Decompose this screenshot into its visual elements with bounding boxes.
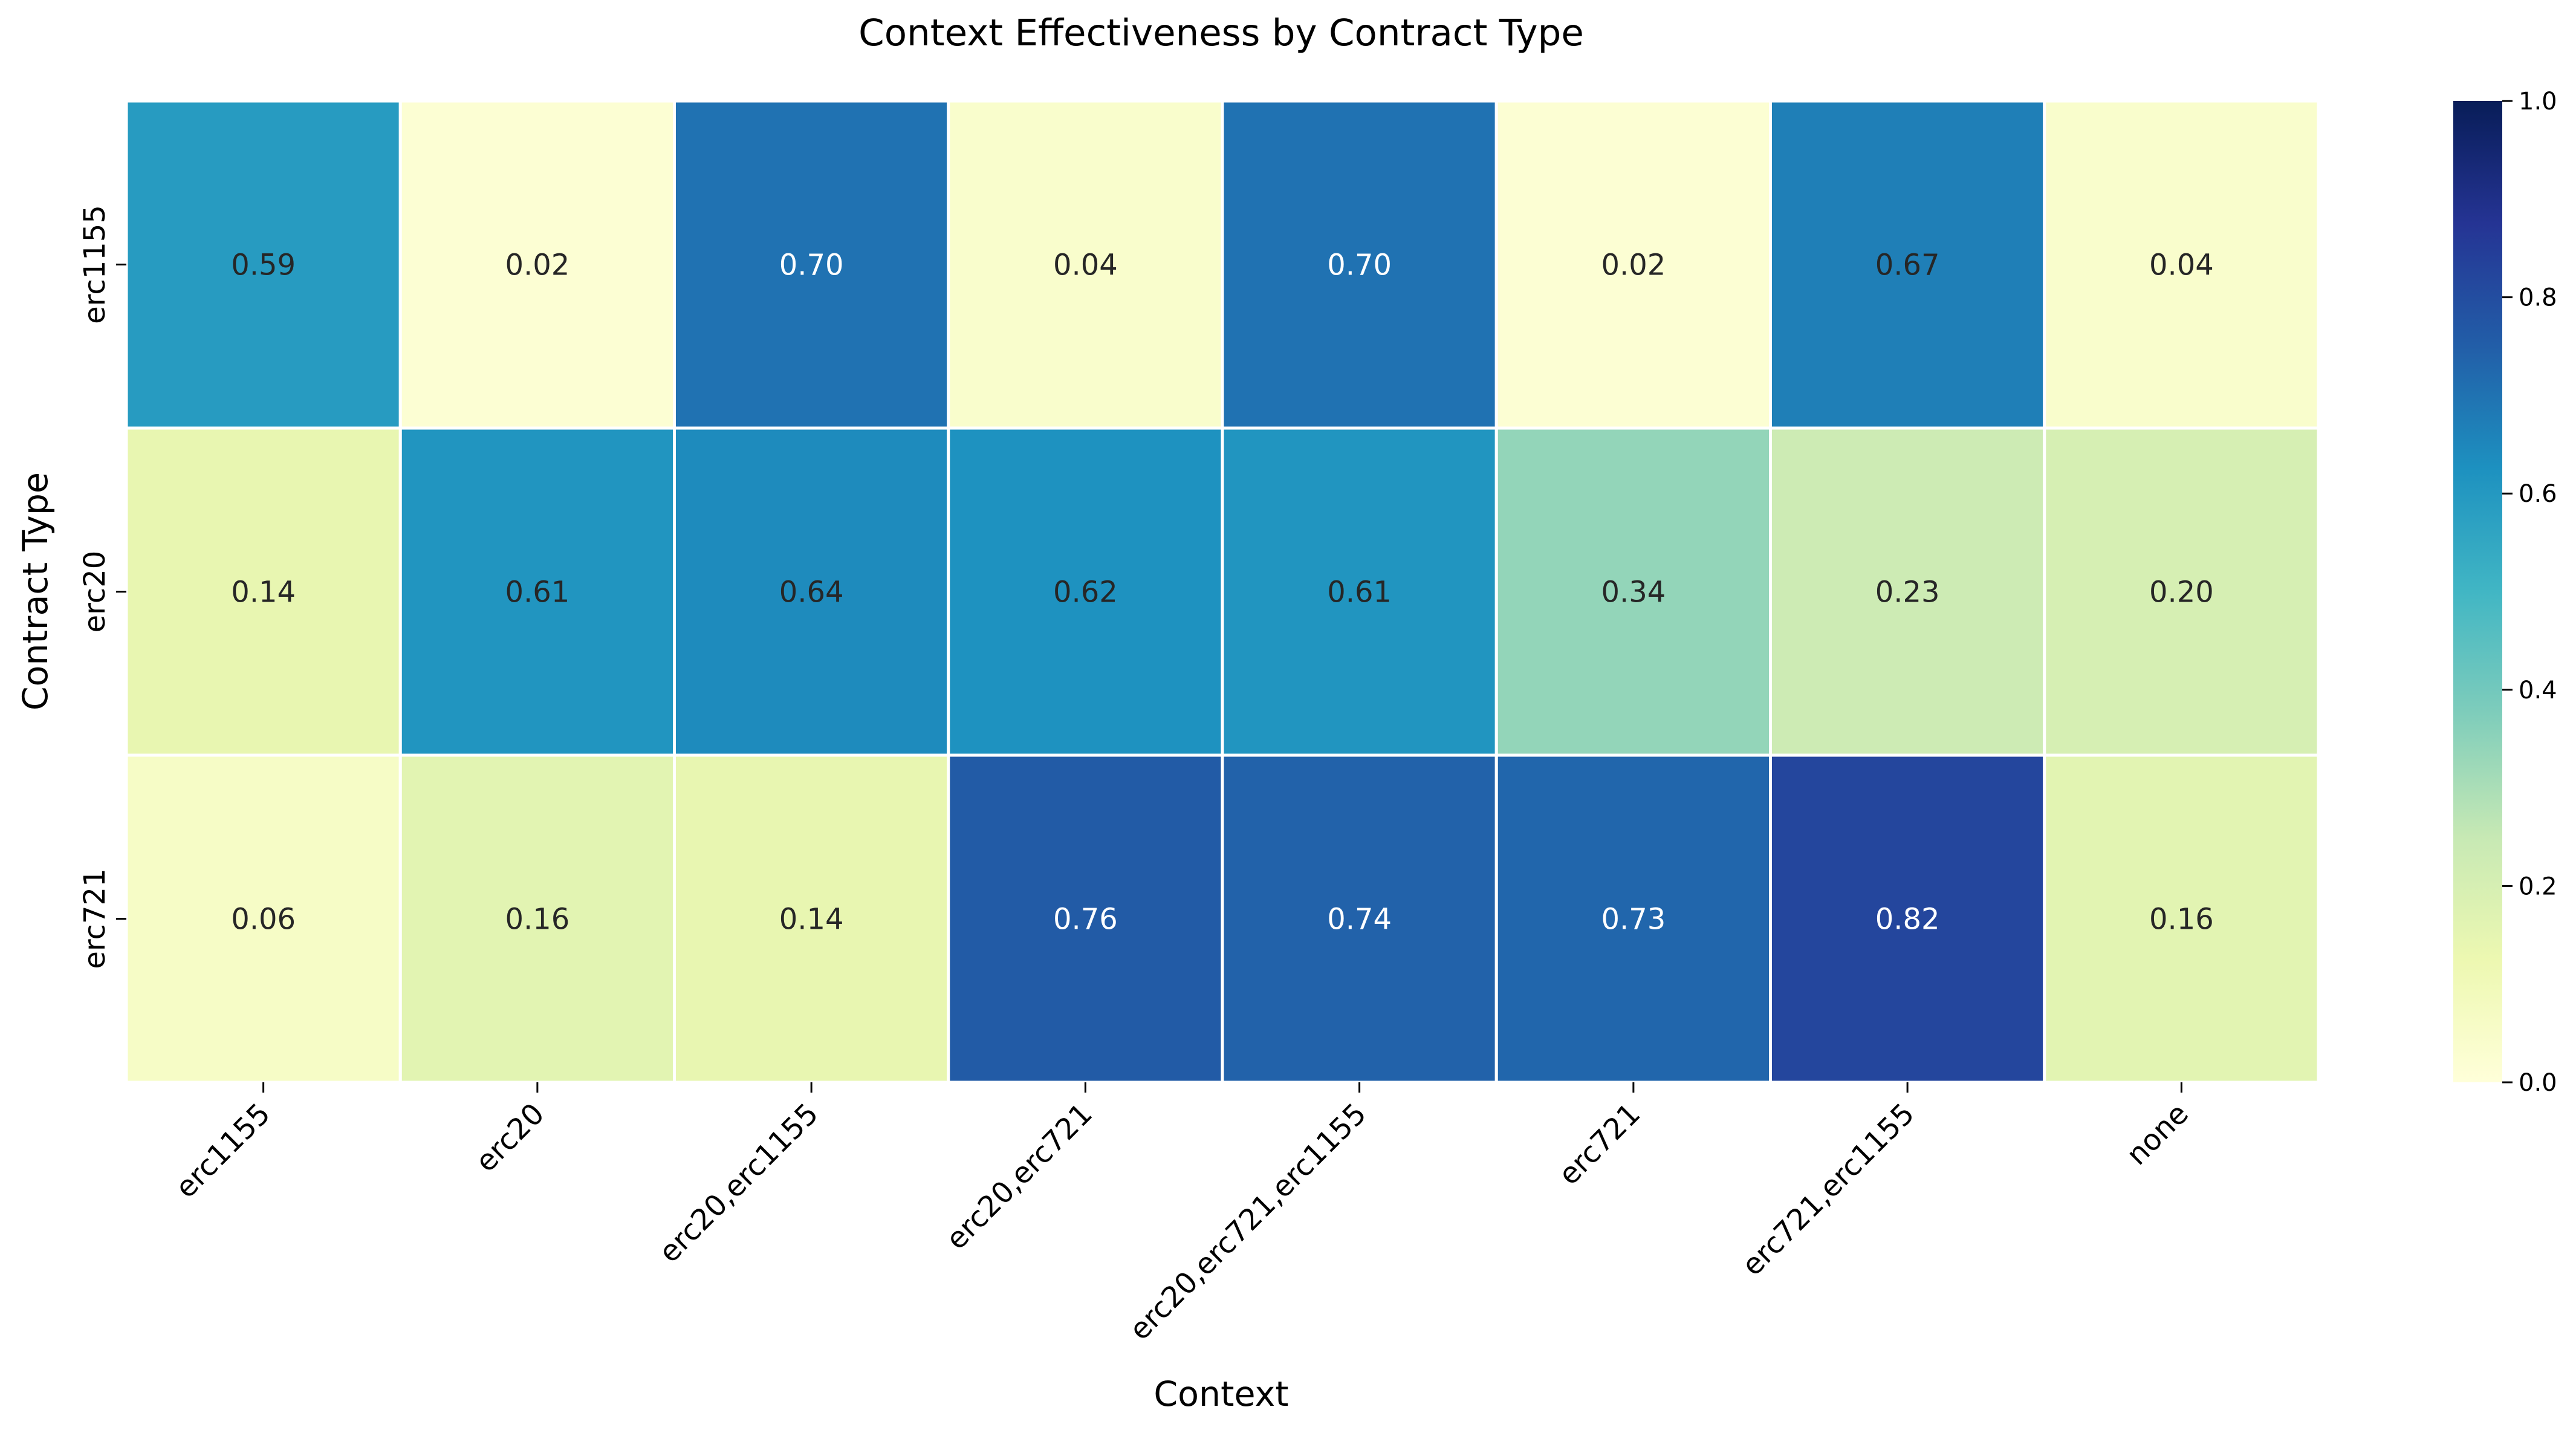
heatmap-cell	[1221, 753, 1498, 1084]
cell-value-label: 0.74	[1327, 903, 1392, 937]
heatmap-cell	[1494, 426, 1772, 757]
colorbar-tick-label: 0.8	[2519, 284, 2557, 312]
heatmap-cell	[125, 753, 402, 1084]
y-tick-label: erc1155	[78, 205, 112, 324]
cell-value-label: 0.67	[1875, 249, 1940, 282]
cell-value-label: 0.16	[2149, 903, 2214, 937]
colorbar-tick-label: 0.6	[2519, 480, 2557, 508]
heatmap-cell	[398, 753, 676, 1084]
heatmap-cell	[1769, 753, 2046, 1084]
cell-value-label: 0.06	[231, 903, 296, 937]
cell-value-label: 0.14	[231, 576, 296, 609]
cell-value-label: 0.23	[1875, 576, 1940, 609]
colorbar-tick-label: 0.2	[2519, 872, 2557, 900]
heatmap-cell	[1494, 753, 1772, 1084]
colorbar-tick-label: 0.0	[2519, 1069, 2557, 1097]
heatmap-cell	[1221, 426, 1498, 757]
heatmap-cell	[947, 426, 1224, 757]
cell-value-label: 0.02	[1601, 249, 1666, 282]
cell-value-label: 0.76	[1053, 903, 1118, 937]
heatmap-cell	[947, 99, 1224, 430]
y-tick-label: erc20	[78, 551, 112, 633]
cell-value-label: 0.70	[1327, 249, 1392, 282]
heatmap-cell	[2043, 753, 2320, 1084]
cell-value-label: 0.82	[1875, 903, 1940, 937]
heatmap-cell	[2043, 426, 2320, 757]
colorbar-tick-label: 0.4	[2519, 677, 2557, 704]
cell-value-label: 0.16	[505, 903, 569, 937]
y-axis-label: Contract Type	[16, 472, 56, 710]
cell-value-label: 0.04	[1053, 249, 1118, 282]
cell-value-label: 0.62	[1053, 576, 1118, 609]
heatmap-cells	[125, 99, 2320, 1084]
colorbar	[2453, 101, 2502, 1082]
colorbar-ticks: 0.0 0.2 0.4 0.6 0.8 1.0	[2502, 88, 2557, 1097]
cell-value-label: 0.73	[1601, 903, 1666, 937]
cell-value-label: 0.20	[2149, 576, 2214, 609]
heatmap-cell	[947, 753, 1224, 1084]
cell-value-label: 0.70	[779, 249, 844, 282]
y-tick-label: erc721	[78, 868, 112, 969]
heatmap-cell	[398, 99, 676, 430]
heatmap-cell	[398, 426, 676, 757]
cell-value-label: 0.04	[2149, 249, 2214, 282]
cell-value-label: 0.34	[1601, 576, 1666, 609]
x-axis-label: Context	[1153, 1374, 1288, 1414]
cell-value-label: 0.59	[231, 249, 296, 282]
heatmap-cell	[2043, 99, 2320, 430]
heatmap-cell	[125, 99, 402, 430]
cell-value-label: 0.61	[1327, 576, 1392, 609]
heatmap-cell	[1769, 426, 2046, 757]
cell-value-label: 0.61	[505, 576, 569, 609]
cell-value-label: 0.14	[779, 903, 844, 937]
colorbar-tick-label: 1.0	[2519, 88, 2557, 115]
heatmap-cell-labels: 0.59 0.02 0.70 0.04 0.70 0.02 0.67 0.04 0.14 0.61…	[231, 249, 2214, 937]
cell-value-label: 0.02	[505, 249, 569, 282]
cell-value-label: 0.64	[779, 576, 844, 609]
heatmap-cell	[673, 753, 950, 1084]
heatmap-cell	[673, 99, 950, 430]
y-axis-ticks: erc1155 erc20 erc721	[78, 205, 126, 969]
chart-title: Context Effectiveness by Contract Type	[858, 11, 1584, 54]
heatmap-cell	[1769, 99, 2046, 430]
